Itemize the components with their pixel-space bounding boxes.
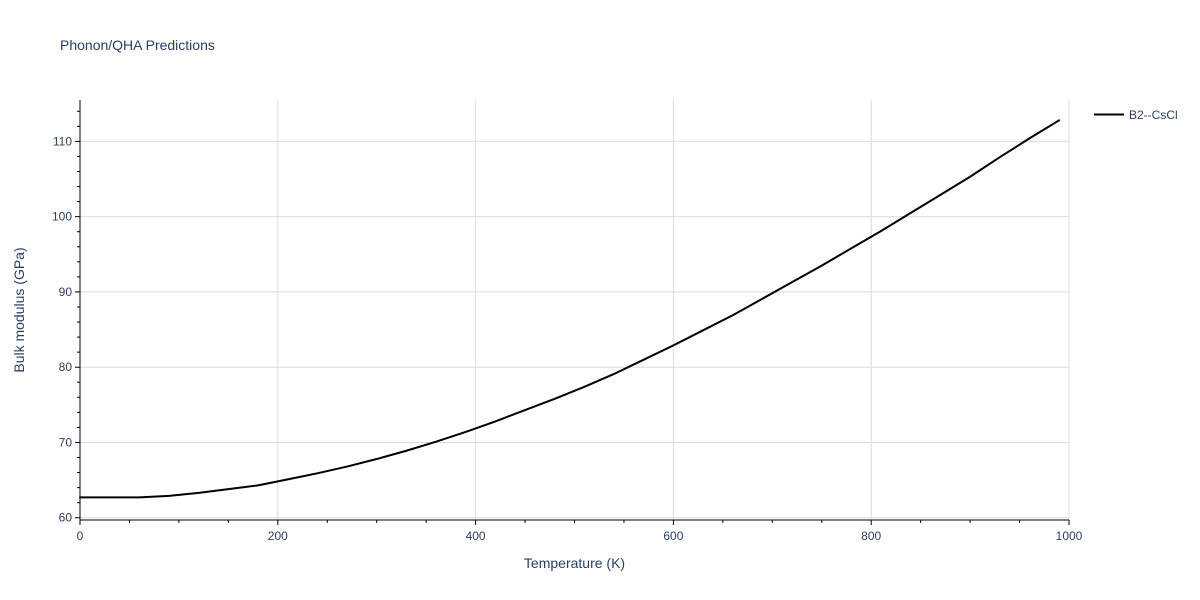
x-tick-label: 400 — [466, 529, 486, 543]
y-tick-label: 100 — [52, 210, 72, 224]
x-tick-label: 1000 — [1056, 529, 1083, 543]
y-tick-label: 70 — [59, 435, 73, 449]
series-layer — [79, 119, 1061, 499]
x-axis-title: Temperature (K) — [524, 555, 625, 571]
x-tick-label: 0 — [77, 529, 84, 543]
grid-layer — [80, 100, 1070, 520]
x-tick-label: 800 — [861, 529, 881, 543]
y-axis-title: Bulk modulus (GPa) — [11, 247, 27, 372]
y-tick-label: 90 — [59, 285, 73, 299]
y-tick-label: 80 — [59, 360, 73, 374]
legend[interactable]: B2--CsCl — [1094, 108, 1178, 122]
x-tick-label: 600 — [663, 529, 683, 543]
y-tick-label: 60 — [59, 511, 73, 525]
axes-layer: 0 200 400 600 800 1000 60 70 80 90 100 110 — [52, 100, 1083, 543]
x-tick-label: 200 — [268, 529, 288, 543]
series-line[interactable] — [79, 119, 1061, 499]
chart-title: Phonon/QHA Predictions — [60, 37, 215, 53]
y-tick-label: 110 — [53, 134, 72, 148]
legend-label: B2--CsCl — [1129, 108, 1178, 122]
